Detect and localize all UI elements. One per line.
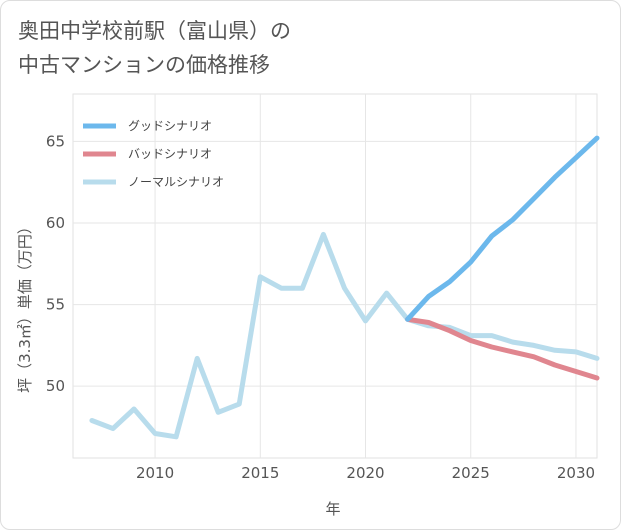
x-tick-label: 2030 xyxy=(557,464,595,482)
x-tick-label: 2020 xyxy=(346,464,384,482)
plot-area xyxy=(72,93,598,459)
series-line-1 xyxy=(405,316,600,381)
y-tick-label: 50 xyxy=(46,377,65,395)
y-tick-label: 60 xyxy=(46,214,65,232)
series-line-2 xyxy=(89,231,600,440)
title-line-2: 中古マンションの価格推移 xyxy=(18,53,270,77)
title-line-1: 奥田中学校前駅（富山県）の xyxy=(18,19,291,43)
legend-label-2: ノーマルシナリオ xyxy=(128,175,224,189)
legend-label-1: バッドシナリオ xyxy=(128,147,212,161)
series-lines xyxy=(89,135,600,440)
y-axis-label: 坪（3.3㎡）単価（万円） xyxy=(16,219,34,393)
x-axis-label: 年 xyxy=(325,500,340,518)
legend-label-0: グッドシナリオ xyxy=(128,119,212,133)
grid-lines xyxy=(72,93,598,459)
y-tick-label: 55 xyxy=(46,296,65,314)
x-tick-label: 2010 xyxy=(136,464,174,482)
x-tick-label: 2025 xyxy=(452,464,490,482)
x-tick-label: 2015 xyxy=(241,464,279,482)
series-line-0 xyxy=(405,135,600,322)
y-tick-label: 65 xyxy=(46,132,65,150)
chart-title: 奥田中学校前駅（富山県）の 中古マンションの価格推移 xyxy=(18,14,291,82)
tick-labels: 2010 2015 2020 2025 2030 50 55 60 65 xyxy=(46,132,595,482)
